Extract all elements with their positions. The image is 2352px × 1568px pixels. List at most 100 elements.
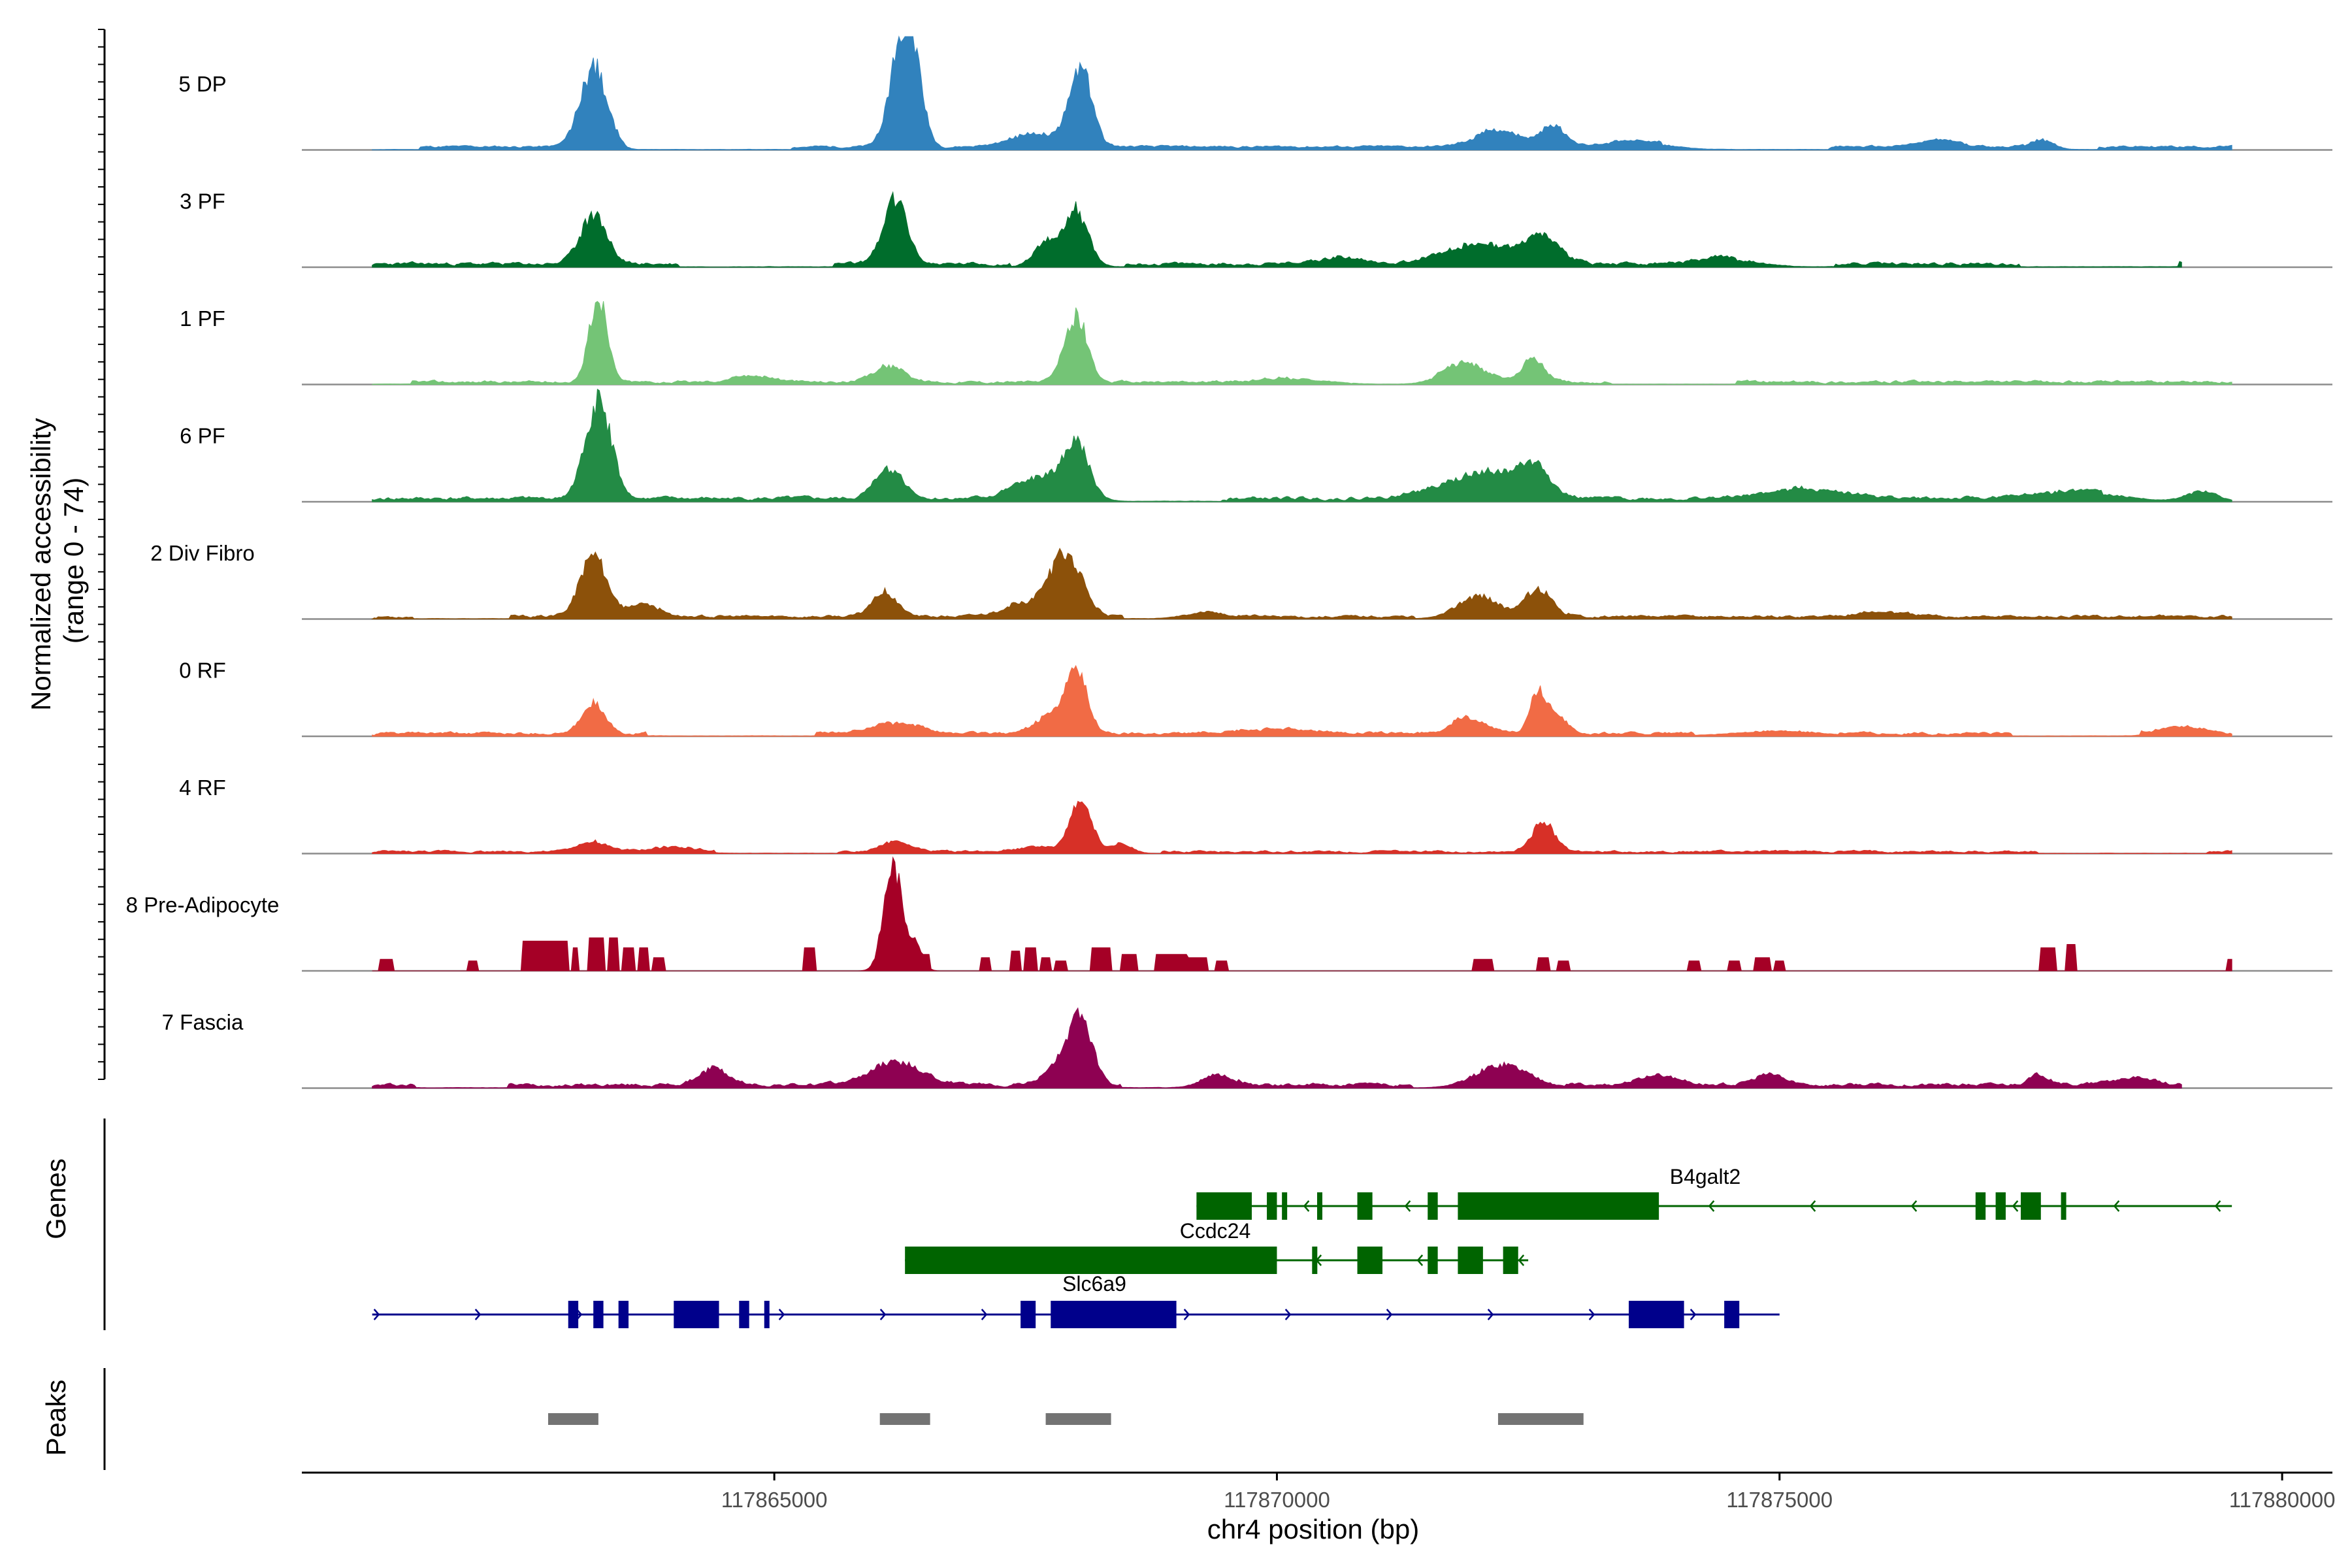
gene-label: Ccdc24 [1180,1219,1251,1243]
gene-exon [2021,1192,2041,1220]
gene-exon [1051,1301,1177,1328]
track-label: 4 RF [179,776,226,800]
strand-arrow [778,1309,785,1320]
gene-exon [568,1301,579,1328]
y-axis: Normalized accessibility (range 0 - 74) [25,29,106,1080]
strand-arrow [879,1309,887,1320]
track-label: 2 Div Fibro [150,541,255,565]
gene-exon [1428,1192,1438,1220]
peak-region [547,1413,598,1425]
gene-exon [1196,1192,1252,1220]
track-label: 7 Fascia [162,1010,244,1034]
strand-arrow [981,1309,988,1320]
gene-exon [618,1301,629,1328]
strand-arrow [1284,1309,1292,1320]
strand-arrow [1588,1309,1595,1320]
strand-arrow [1303,1200,1310,1212]
gene-b4galt2: B4galt2 [1196,1165,2232,1220]
track-label: 3 PF [180,189,225,214]
gene-exon [1267,1192,1277,1220]
strand-arrow [2012,1200,2019,1212]
track-signal-area [372,1007,2182,1088]
strand-arrow [1708,1200,1715,1212]
gene-exon [2061,1192,2066,1220]
gene-exon [1282,1192,1288,1220]
strand-arrow [1183,1309,1190,1320]
peak-region [1045,1413,1111,1425]
track-signal-area [372,35,2232,150]
track-7-fascia: 7 Fascia [162,1007,2332,1089]
track-signal-area [372,301,2232,385]
track-label: 5 DP [178,72,226,96]
strand-arrow [1690,1309,1697,1320]
strand-arrow [474,1309,482,1320]
track-0-rf: 0 RF [179,659,2332,738]
gene-exon [1357,1192,1373,1220]
track-label: 0 RF [179,659,226,683]
gene-exon [593,1301,604,1328]
track-label: 1 PF [180,306,225,331]
track-4-rf: 4 RF [179,776,2332,855]
gene-exon [1975,1192,1986,1220]
gene-exon [1724,1301,1740,1328]
track-signal-area [372,388,2232,502]
track-signal-area [370,547,2232,619]
genes-panel: Genes B4galt2 Ccdc24 Slc6a9 [41,1119,2232,1330]
gene-slc6a9: Slc6a9 [372,1272,1780,1328]
x-tick-label: 117880000 [2229,1488,2336,1512]
strand-arrow [1518,1254,1525,1266]
y-axis-label-line1: Normalized accessibility [25,418,56,711]
strand-arrow [1809,1200,1816,1212]
gene-exon [1503,1247,1518,1274]
strand-arrow [2214,1200,2221,1212]
peaks-panel: Peaks [41,1368,1584,1470]
track-8-pre-adipocyte: 8 Pre-Adipocyte [126,856,2332,972]
strand-arrow [2113,1200,2120,1212]
coverage-tracks: 5 DP 3 PF 1 PF 6 PF 2 Div Fibro 0 RF 4 RF 8 Pre… [126,35,2332,1089]
peak-region [1497,1413,1584,1425]
gene-exon [905,1247,1277,1274]
gene-exon [1021,1301,1036,1328]
track-2-div-fibro: 2 Div Fibro [150,541,2332,620]
track-signal-area [372,191,2182,268]
track-6-pf: 6 PF [180,388,2332,503]
strand-arrow [1386,1309,1393,1320]
gene-exon [764,1301,770,1328]
track-1-pf: 1 PF [180,301,2332,385]
y-axis-label-line2: (range 0 - 74) [58,478,89,644]
track-5-dp: 5 DP [178,35,2332,151]
strand-arrow [1910,1200,1918,1212]
track-signal-area [372,664,2232,737]
gene-exon [1628,1301,1684,1328]
strand-arrow [1404,1200,1411,1212]
gene-label: B4galt2 [1670,1165,1741,1188]
x-tick-label: 117870000 [1224,1488,1330,1512]
gene-exon [1357,1247,1383,1274]
x-tick-label: 117875000 [1726,1488,1833,1512]
strand-arrow [373,1309,380,1320]
gene-exon [674,1301,719,1328]
y-axis-label: Normalized accessibility (range 0 - 74) [25,410,89,711]
track-signal-area [372,856,2232,972]
strand-arrow [1416,1254,1424,1266]
gene-exon [1317,1192,1322,1220]
gene-exon [1312,1247,1318,1274]
gene-exon [739,1301,749,1328]
x-tick-label: 117865000 [721,1488,828,1512]
gene-exon [1428,1247,1438,1274]
x-axis: chr4 position (bp) 117865000 117870000 117… [302,1471,2336,1544]
track-signal-area [372,800,2232,854]
peak-region [879,1413,930,1425]
gene-ccdc24: Ccdc24 [905,1219,1529,1274]
gene-exon [1458,1247,1483,1274]
track-label: 8 Pre-Adipocyte [126,893,280,917]
gene-exon [1458,1192,1659,1220]
track-3-pf: 3 PF [180,189,2332,269]
track-label: 6 PF [180,424,225,448]
peaks-axis-label: Peaks [41,1380,71,1456]
gene-exon [1995,1192,2006,1220]
genes-axis-label: Genes [41,1158,71,1239]
strand-arrow [1487,1309,1494,1320]
